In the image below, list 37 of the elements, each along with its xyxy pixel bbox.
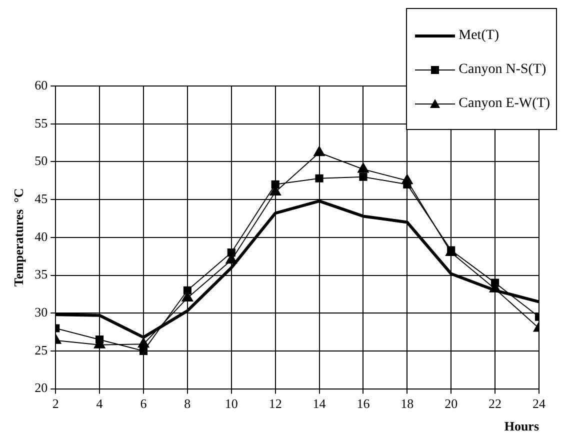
x-axis-title: Hours [504,418,539,434]
point [314,146,325,156]
y-tick-label: 20 [34,380,48,396]
point [359,172,368,181]
x-tick-label: 4 [96,396,104,412]
point [271,180,280,188]
y-tick-label: 30 [34,304,48,320]
x-tick-label: 10 [224,396,238,412]
x-tick-label: 20 [444,396,458,412]
x-tick-label: 8 [184,396,191,412]
point [96,336,104,344]
x-tick-label: 14 [312,396,326,412]
point [491,278,500,287]
x-tick-label: 18 [400,396,414,412]
y-tick-label: 60 [34,77,48,92]
y-axis-title: Temperatures °C [11,188,26,287]
point [227,248,236,257]
x-tick-label: 6 [140,396,148,412]
x-tick-label: 22 [488,396,502,412]
y-tick-label: 40 [34,228,48,244]
x-tick-label: 24 [532,396,546,412]
x-tick-label: 12 [268,396,282,412]
point [403,180,412,188]
point [139,346,148,355]
point [315,174,324,182]
x-tick-label: 16 [356,396,370,412]
y-tick-label: 55 [34,115,48,130]
legend-label: Met(T) [458,28,500,44]
point [183,286,192,294]
y-tick-label: 25 [34,342,48,358]
x-tick-label: 2 [52,396,59,412]
y-tick-label: 45 [34,190,48,206]
point [358,162,369,173]
legend-label: Canyon E-W(T) [458,96,550,112]
y-tick-label: 35 [34,266,48,282]
y-tick-label: 50 [34,153,48,168]
legend-label: Canyon N-S(T) [458,62,546,78]
